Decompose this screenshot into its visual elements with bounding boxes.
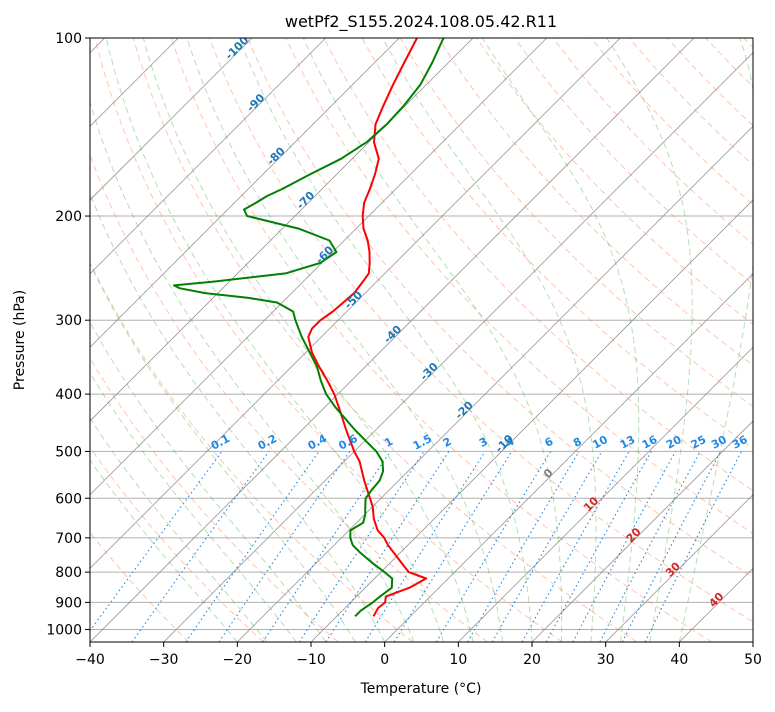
x-tick-label: −30 (149, 652, 179, 668)
x-tick-label: 20 (523, 652, 541, 668)
x-tick-label: −20 (223, 652, 253, 668)
x-tick-label: 30 (597, 652, 615, 668)
y-tick-label: 800 (55, 565, 82, 581)
y-tick-label: 1000 (46, 622, 82, 638)
y-tick-label: 200 (55, 209, 82, 225)
y-axis-label: Pressure (hPa) (12, 290, 28, 390)
x-tick-label: 50 (744, 652, 762, 668)
x-tick-label: −40 (75, 652, 105, 668)
y-tick-label: 600 (55, 491, 82, 507)
y-tick-label: 700 (55, 531, 82, 547)
y-tick-label: 100 (55, 31, 82, 47)
x-tick-label: 40 (670, 652, 688, 668)
x-tick-label: −10 (296, 652, 326, 668)
y-tick-label: 300 (55, 313, 82, 329)
x-axis-label: Temperature (°C) (360, 681, 482, 697)
y-tick-label: 900 (55, 595, 82, 611)
y-tick-label: 400 (55, 387, 82, 403)
x-tick-label: 10 (449, 652, 467, 668)
y-tick-label: 500 (55, 444, 82, 460)
x-tick-label: 0 (380, 652, 389, 668)
chart-title: wetPf2_S155.2024.108.05.42.R11 (285, 12, 557, 32)
